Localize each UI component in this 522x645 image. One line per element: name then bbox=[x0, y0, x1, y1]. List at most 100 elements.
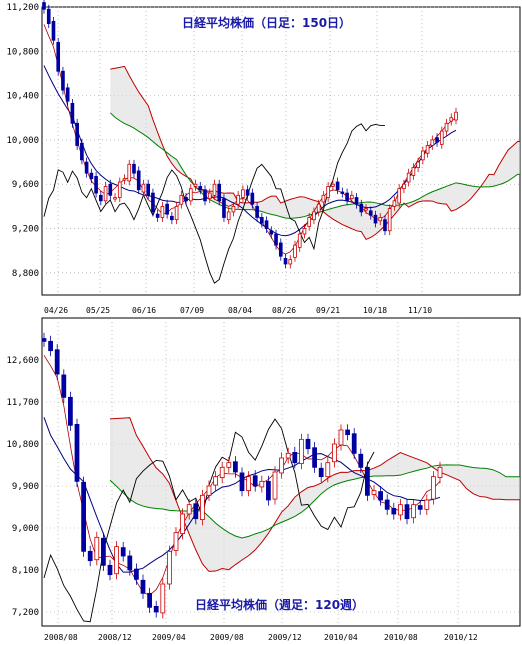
candle-body bbox=[312, 211, 316, 221]
candle-body bbox=[222, 198, 226, 218]
candle-body bbox=[188, 188, 193, 202]
candle-body bbox=[179, 194, 184, 205]
candle-body bbox=[75, 122, 79, 146]
candle-body bbox=[245, 189, 250, 196]
candle-body bbox=[326, 186, 330, 198]
daily-candles bbox=[42, 0, 458, 269]
candle-body bbox=[359, 203, 364, 213]
candle-body bbox=[431, 476, 436, 500]
candle-body bbox=[383, 219, 387, 232]
y-tick-label: 10,000 bbox=[6, 136, 39, 146]
x-tick-label: 2009/04 bbox=[152, 633, 186, 642]
candle-body bbox=[349, 194, 354, 200]
candle-body bbox=[269, 230, 274, 235]
candle-body bbox=[421, 150, 425, 161]
candle-body bbox=[351, 433, 357, 454]
x-tick-label: 08/04 bbox=[228, 306, 252, 315]
candle-body bbox=[94, 176, 98, 194]
candle-body bbox=[318, 467, 324, 478]
x-tick-label: 10/18 bbox=[363, 306, 387, 315]
candle-body bbox=[384, 499, 390, 510]
candle-body bbox=[278, 242, 283, 257]
candle-body bbox=[404, 504, 410, 520]
candle-body bbox=[378, 491, 383, 501]
candle-body bbox=[345, 429, 350, 436]
y-tick-label: 8,800 bbox=[12, 269, 39, 279]
candle-body bbox=[68, 396, 73, 426]
candle-body bbox=[193, 503, 199, 520]
candle-body bbox=[213, 476, 218, 486]
y-tick-label: 11,700 bbox=[6, 398, 39, 408]
candle-body bbox=[416, 161, 420, 169]
candle-body bbox=[89, 172, 94, 180]
candle-body bbox=[122, 178, 127, 181]
candle-body bbox=[231, 205, 236, 213]
y-tick-label: 9,900 bbox=[12, 482, 39, 492]
y-tick-label: 11,200 bbox=[6, 3, 39, 13]
candle-body bbox=[140, 579, 146, 594]
candle-body bbox=[74, 423, 80, 482]
candle-body bbox=[113, 197, 117, 200]
candle-body bbox=[411, 167, 416, 176]
y-tick-label: 10,800 bbox=[6, 47, 39, 57]
candle-body bbox=[153, 606, 159, 613]
daily-chart-panel: 11,20010,80010,40010,0009,6009,2008,800 … bbox=[6, 0, 521, 315]
candle-body bbox=[56, 42, 61, 72]
candle-body bbox=[170, 215, 174, 221]
candle-body bbox=[354, 197, 359, 205]
candle-body bbox=[266, 480, 271, 501]
candle-body bbox=[307, 217, 312, 227]
candle-body bbox=[226, 462, 232, 468]
candle-body bbox=[136, 170, 141, 191]
leading-span-a-line bbox=[110, 65, 520, 240]
y-tick-label: 9,600 bbox=[12, 180, 39, 190]
x-tick-label: 2009/08 bbox=[210, 633, 244, 642]
candle-body bbox=[252, 475, 258, 487]
candle-body bbox=[200, 494, 205, 521]
candle-body bbox=[316, 203, 321, 213]
candle-body bbox=[368, 210, 373, 216]
candle-body bbox=[203, 189, 207, 202]
candle-body bbox=[127, 555, 133, 571]
candle-body bbox=[81, 481, 86, 552]
candle-body bbox=[46, 8, 51, 25]
candle-body bbox=[65, 87, 70, 102]
candle-body bbox=[70, 102, 75, 124]
candle-body bbox=[338, 429, 344, 446]
candle-body bbox=[207, 192, 212, 200]
x-tick-label: 2010/04 bbox=[324, 633, 358, 642]
candle-body bbox=[430, 139, 435, 146]
candle-body bbox=[134, 568, 139, 580]
candle-body bbox=[437, 466, 443, 479]
candle-body bbox=[206, 485, 212, 496]
x-tick-label: 11/10 bbox=[408, 306, 432, 315]
candle-body bbox=[99, 194, 103, 202]
x-tick-label: 2008/08 bbox=[44, 633, 78, 642]
y-tick-label: 9,200 bbox=[12, 225, 39, 235]
candle-body bbox=[48, 340, 53, 352]
weekly-chart-panel: 12,600 11,700 10,800 9,900 9,000 8,100 7,200 2… bbox=[6, 317, 521, 642]
candle-body bbox=[219, 466, 225, 479]
daily-chart-title: 日経平均株価（日足：150日） bbox=[182, 15, 351, 30]
candle-body bbox=[198, 186, 203, 191]
candle-body bbox=[435, 137, 439, 143]
daily-ichimoku-cloud bbox=[109, 65, 520, 240]
candle-body bbox=[345, 192, 349, 202]
y-tick-label: 10,400 bbox=[6, 92, 39, 102]
candle-body bbox=[378, 217, 383, 222]
y-tick-label: 10,800 bbox=[6, 440, 39, 450]
candle-body bbox=[167, 550, 172, 585]
candle-body bbox=[402, 183, 406, 190]
candle-body bbox=[107, 564, 113, 576]
candle-body bbox=[391, 507, 397, 515]
candle-body bbox=[147, 592, 152, 608]
candle-body bbox=[292, 451, 298, 464]
candle-body bbox=[283, 258, 288, 265]
candle-body bbox=[239, 472, 245, 492]
candle-body bbox=[365, 466, 370, 496]
weekly-y-ticks: 12,600 11,700 10,800 9,900 9,000 8,100 7,200 bbox=[6, 356, 39, 618]
candle-body bbox=[151, 192, 155, 213]
candle-body bbox=[331, 183, 335, 187]
x-tick-label: 07/09 bbox=[180, 306, 204, 315]
